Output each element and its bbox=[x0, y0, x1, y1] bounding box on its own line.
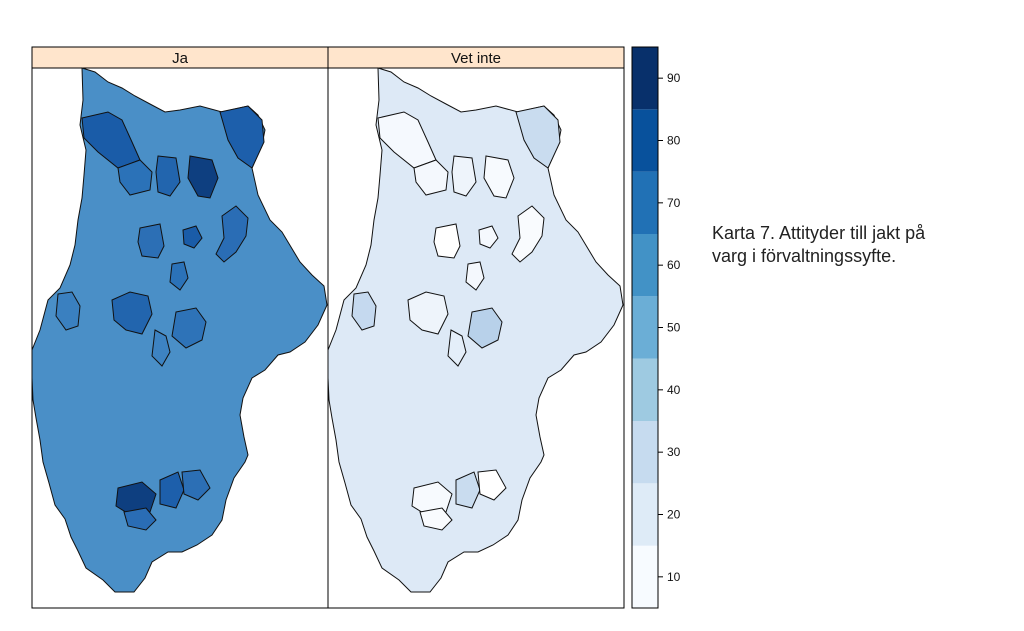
municipality-region bbox=[159, 471, 185, 509]
legend-colorbar: 10 20 30 40 50 60 70 80 90 bbox=[631, 46, 681, 609]
municipality-region bbox=[467, 307, 503, 349]
panel-title-vet-inte: Vet inte bbox=[451, 50, 501, 67]
municipality-region bbox=[465, 261, 485, 291]
municipality-region bbox=[407, 291, 449, 335]
legend-swatch bbox=[632, 483, 658, 546]
legend-tick-label: 50 bbox=[667, 321, 681, 335]
municipality-region bbox=[219, 105, 265, 169]
municipality-region bbox=[55, 291, 81, 331]
legend-swatch bbox=[632, 296, 658, 359]
legend-tick-label: 10 bbox=[667, 570, 681, 584]
municipality-region bbox=[447, 329, 467, 367]
municipality-region bbox=[182, 225, 203, 249]
legend-swatch bbox=[632, 171, 658, 234]
municipality-region bbox=[511, 205, 545, 263]
caption-line-2: varg i förvaltningssyfte. bbox=[712, 246, 897, 266]
municipalities-ja bbox=[55, 105, 265, 531]
municipality-region bbox=[169, 261, 189, 291]
municipality-region bbox=[477, 469, 507, 501]
legend-swatch bbox=[632, 545, 658, 608]
municipality-region bbox=[419, 507, 453, 531]
municipality-region bbox=[123, 507, 157, 531]
municipality-region bbox=[137, 223, 165, 259]
legend-tick-label: 90 bbox=[667, 71, 681, 85]
legend-tick-label: 60 bbox=[667, 258, 681, 272]
municipality-region bbox=[483, 155, 515, 199]
legend-swatches bbox=[632, 47, 658, 608]
legend-swatch bbox=[632, 47, 658, 110]
municipality-region bbox=[155, 155, 181, 197]
legend-swatch bbox=[632, 421, 658, 484]
legend-swatch bbox=[632, 109, 658, 172]
municipality-region bbox=[111, 291, 153, 335]
municipality-region bbox=[187, 155, 219, 199]
panel-ja: Ja bbox=[31, 46, 329, 609]
municipality-region bbox=[351, 291, 377, 331]
legend-tick-label: 80 bbox=[667, 134, 681, 148]
municipality-region bbox=[478, 225, 499, 249]
legend-tick-label: 20 bbox=[667, 508, 681, 522]
legend-ticks: 10 20 30 40 50 60 70 80 90 bbox=[658, 71, 681, 584]
municipalities-vet-inte bbox=[351, 105, 561, 531]
legend-swatch bbox=[632, 358, 658, 421]
municipality-region bbox=[151, 329, 171, 367]
municipality-region bbox=[181, 469, 211, 501]
municipality-region bbox=[433, 223, 461, 259]
legend-swatch bbox=[632, 234, 658, 297]
legend-tick-label: 40 bbox=[667, 383, 681, 397]
municipality-region bbox=[515, 105, 561, 169]
map-caption: Karta 7. Attityder till jakt på varg i f… bbox=[712, 222, 1002, 268]
municipality-region bbox=[413, 159, 449, 196]
municipality-region bbox=[455, 471, 481, 509]
legend-tick-label: 30 bbox=[667, 445, 681, 459]
panel-title-ja: Ja bbox=[172, 50, 189, 67]
municipality-region bbox=[171, 307, 207, 349]
caption-line-1: Karta 7. Attityder till jakt på bbox=[712, 223, 926, 243]
legend-tick-label: 70 bbox=[667, 196, 681, 210]
panel-vet-inte: Vet inte bbox=[327, 46, 625, 609]
municipality-region bbox=[451, 155, 477, 197]
municipality-region bbox=[117, 159, 153, 196]
municipality-region bbox=[215, 205, 249, 263]
